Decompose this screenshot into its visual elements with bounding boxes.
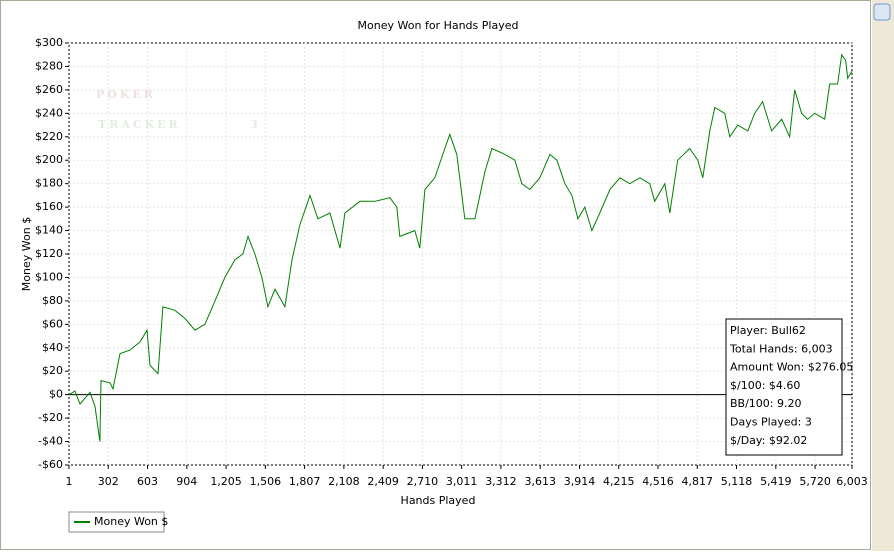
x-tick-label: 2,710 <box>407 475 439 488</box>
x-tick-label: 1 <box>66 475 73 488</box>
x-tick-label: 4,516 <box>642 475 674 488</box>
y-tick-label: $80 <box>42 294 63 307</box>
x-tick-label: 4,817 <box>682 475 714 488</box>
y-tick-label: $160 <box>35 200 63 213</box>
watermark-text: 3 <box>250 118 258 131</box>
y-tick-label: -$40 <box>38 435 63 448</box>
y-tick-label: $260 <box>35 83 63 96</box>
y-tick-label: $200 <box>35 153 63 166</box>
y-tick-label: $40 <box>42 341 63 354</box>
y-tick-label: $20 <box>42 364 63 377</box>
x-tick-label: 3,312 <box>485 475 517 488</box>
y-tick-label: -$20 <box>38 411 63 424</box>
info-text: Total Hands: 6,003 <box>729 342 833 355</box>
x-tick-label: 1,807 <box>289 475 321 488</box>
info-text: Days Played: 3 <box>730 416 812 429</box>
y-axis-label: Money Won $ <box>20 217 33 291</box>
x-tick-label: 2,409 <box>367 475 399 488</box>
x-tick-label: 302 <box>98 475 119 488</box>
x-tick-label: 603 <box>137 475 158 488</box>
legend-box <box>68 511 165 533</box>
data-line <box>68 53 853 442</box>
y-tick-label: $220 <box>35 130 63 143</box>
chart-title: Money Won for Hands Played <box>358 19 519 32</box>
x-tick-label: 3,613 <box>524 475 556 488</box>
y-tick-label: $280 <box>35 59 63 72</box>
x-tick-label: 6,003 <box>836 475 868 488</box>
x-tick-label: 904 <box>176 475 197 488</box>
x-tick-label: 3,011 <box>446 475 478 488</box>
info-text: Amount Won: $276.05 <box>730 361 853 374</box>
watermark-text: TRACKER <box>98 118 181 131</box>
y-tick-label: $100 <box>35 270 63 283</box>
watermark: POKER TRACKER 3 <box>96 88 258 131</box>
x-tick-label: 5,118 <box>721 475 753 488</box>
watermark-text: POKER <box>96 88 156 101</box>
y-tick-label: $240 <box>35 106 63 119</box>
info-text: $/Day: $92.02 <box>730 434 807 447</box>
y-tick-label: $60 <box>42 317 63 330</box>
y-tick-label: $0 <box>49 388 63 401</box>
x-tick-label: 1,506 <box>250 475 282 488</box>
y-tick-label: $140 <box>35 224 63 237</box>
y-tick-label: $120 <box>35 247 63 260</box>
x-tick-label: 4,215 <box>603 475 635 488</box>
x-tick-label: 3,914 <box>564 475 596 488</box>
info-box <box>725 318 843 456</box>
expand-icon[interactable] <box>873 3 891 21</box>
x-tick-label: 5,419 <box>760 475 792 488</box>
side-bar <box>872 0 894 551</box>
info-text: BB/100: 9.20 <box>730 397 802 410</box>
info-text: Player: Bull62 <box>730 324 806 337</box>
y-tick-label: $300 <box>35 36 63 49</box>
x-axis-label: Hands Played <box>401 494 476 507</box>
y-tick-label: $180 <box>35 177 63 190</box>
info-text: $/100: $4.60 <box>730 379 800 392</box>
x-tick-label: 1,205 <box>210 475 242 488</box>
y-tick-label: -$60 <box>38 458 63 471</box>
legend-label: Money Won $ <box>94 515 168 528</box>
x-tick-label: 2,108 <box>328 475 360 488</box>
x-tick-label: 5,720 <box>799 475 831 488</box>
